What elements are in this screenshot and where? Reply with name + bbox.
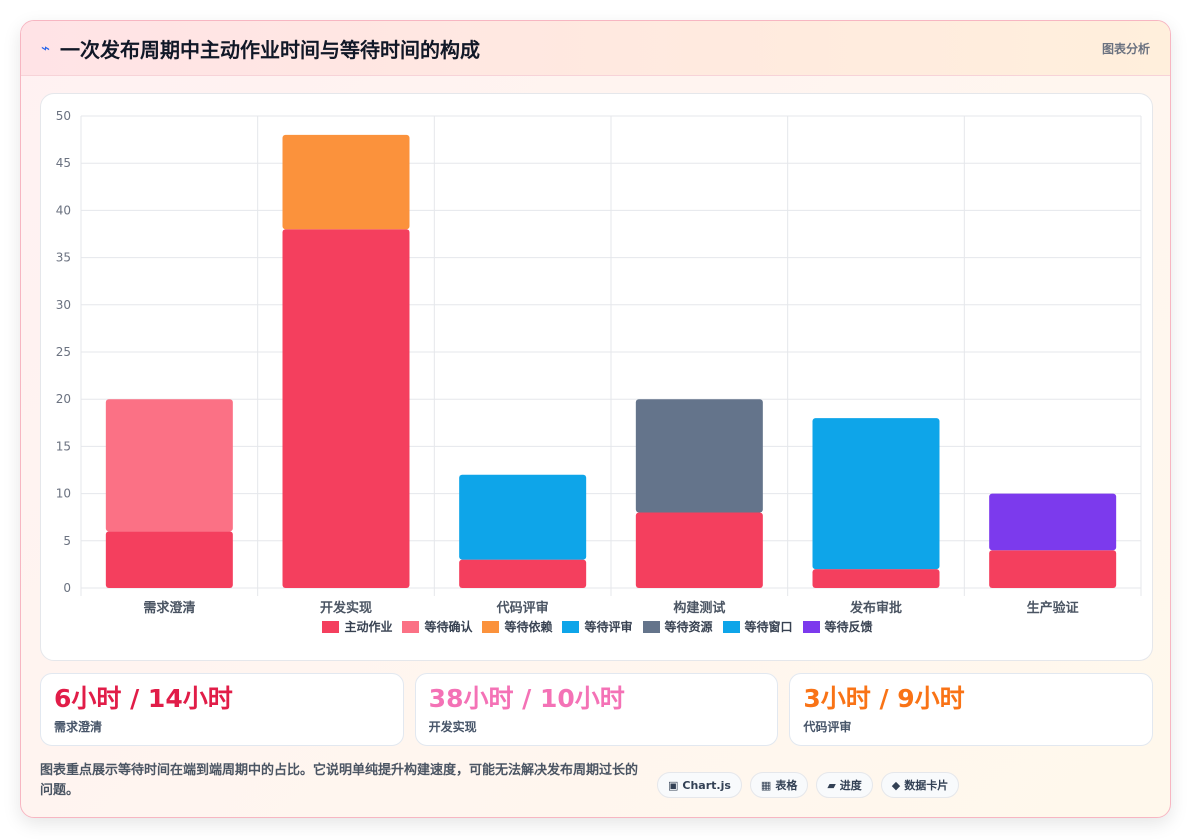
stacked-bar-chart: 0 5 10 15 20 25 30 35 40 45 50 需求澄清 开发实现 代码评审 构建测试 发布审批… [56, 109, 1142, 614]
tag-label: 表格 [775, 779, 798, 792]
chart-legend: 主动作业 等待确认 等待依赖 等待评审 等待资源 等待窗口 等待反馈 [41, 618, 1154, 635]
bar-segment [459, 559, 587, 588]
bar-segment [282, 229, 410, 588]
legend-item[interactable]: 等待反馈 [802, 618, 873, 635]
legend-item[interactable]: 主动作业 [322, 618, 392, 635]
legend-swatch [722, 620, 740, 633]
legend-item[interactable]: 等待资源 [642, 618, 713, 635]
legend-item[interactable]: 等待窗口 [722, 618, 793, 635]
tag-label: 进度 [839, 779, 862, 792]
tag-list: ▣ Chart.js ▦ 表格 ▰ 进度 ◆ 数据卡片 [657, 772, 960, 798]
chart-analysis-badge: 图表分析 [1101, 41, 1150, 56]
bar-segment [282, 134, 410, 230]
chart-panel: 0 5 10 15 20 25 30 35 40 45 50 需求澄清 开发实现 代码评审 构建测试 发布审批… [40, 93, 1153, 661]
stat-value: 3小时 / 9小时 [803, 684, 965, 713]
x-tick-label: 生产验证 [1027, 600, 1079, 614]
bar-segment [105, 399, 233, 532]
tag-progress[interactable]: ▰ 进度 [816, 772, 873, 798]
bar-segment [635, 512, 763, 588]
chart-icon: ▣ [668, 778, 679, 792]
legend-label: 等待资源 [664, 620, 713, 634]
legend-label: 等待评审 [584, 620, 633, 634]
bar-segment [989, 550, 1117, 588]
x-tick-label: 需求澄清 [143, 600, 195, 614]
y-tick-label: 40 [56, 203, 71, 217]
y-tick-label: 0 [63, 581, 71, 595]
y-tick-label: 20 [56, 392, 71, 406]
x-tick-label: 开发实现 [320, 600, 372, 614]
chart-card: ⌁ 一次发布周期中主动作业时间与等待时间的构成 图表分析 0 5 10 15 20 25 3… [20, 20, 1171, 818]
legend-swatch [322, 620, 340, 633]
tag-label: 数据卡片 [904, 779, 949, 792]
bar-segment [459, 474, 587, 560]
legend-item[interactable]: 等待评审 [562, 618, 633, 635]
y-tick-label: 50 [56, 109, 71, 123]
stat-value: 6小时 / 14小时 [54, 684, 233, 713]
bolt-icon: ⌁ [41, 38, 51, 57]
legend-swatch [642, 620, 660, 633]
stat-cards: 6小时 / 14小时 需求澄清 38小时 / 10小时 开发实现 3小时 / 9… [40, 673, 1154, 746]
footer-note: 图表重点展示等待时间在端到端周期中的占比。它说明单纯提升构建速度，可能无法解决发… [40, 763, 639, 798]
x-tick-label: 构建测试 [673, 600, 725, 614]
y-tick-label: 45 [56, 156, 71, 170]
page-title: 一次发布周期中主动作业时间与等待时间的构成 [60, 37, 481, 62]
x-tick-label: 代码评审 [496, 600, 549, 614]
legend-item[interactable]: 等待确认 [402, 618, 472, 635]
stat-card: 6小时 / 14小时 需求澄清 [40, 673, 404, 746]
legend-swatch [802, 620, 820, 633]
table-icon: ▦ [760, 778, 772, 792]
legend-swatch [402, 620, 420, 633]
y-tick-label: 30 [56, 298, 71, 312]
diamond-icon: ◆ [891, 778, 901, 792]
y-tick-label: 15 [56, 439, 71, 453]
legend-label: 等待窗口 [744, 620, 793, 634]
x-tick-label: 发布审批 [849, 600, 902, 614]
stat-value: 38小时 / 10小时 [428, 684, 625, 713]
tag-chartjs[interactable]: ▣ Chart.js [657, 772, 742, 798]
tag-data-card[interactable]: ◆ 数据卡片 [880, 772, 960, 798]
tag-label: Chart.js [682, 778, 731, 792]
bar-segment [989, 493, 1117, 551]
y-tick-label: 10 [56, 487, 71, 501]
legend-swatch [482, 620, 500, 633]
card-header: ⌁ 一次发布周期中主动作业时间与等待时间的构成 图表分析 [21, 21, 1170, 76]
legend-swatch [562, 620, 580, 633]
bar-segment [105, 531, 233, 588]
stat-label: 代码评审 [803, 720, 852, 734]
legend-label: 等待反馈 [824, 620, 873, 634]
title-wrap: ⌁ 一次发布周期中主动作业时间与等待时间的构成 [41, 34, 480, 63]
bar-segment [635, 399, 763, 513]
y-tick-label: 35 [56, 251, 71, 265]
bar-segment [812, 418, 940, 570]
y-tick-label: 25 [56, 345, 71, 359]
progress-icon: ▰ [827, 778, 836, 792]
y-tick-label: 5 [63, 534, 71, 548]
stat-label: 需求澄清 [54, 720, 103, 734]
legend-label: 等待依赖 [504, 620, 553, 634]
legend-item[interactable]: 等待依赖 [482, 618, 552, 635]
stat-card: 38小时 / 10小时 开发实现 [414, 673, 779, 746]
legend-label: 主动作业 [344, 620, 393, 634]
tag-table[interactable]: ▦ 表格 [749, 772, 809, 798]
legend-label: 等待确认 [424, 620, 473, 634]
bar-segment [812, 569, 940, 588]
stat-card: 3小时 / 9小时 代码评审 [789, 673, 1154, 746]
stat-label: 开发实现 [428, 720, 477, 734]
